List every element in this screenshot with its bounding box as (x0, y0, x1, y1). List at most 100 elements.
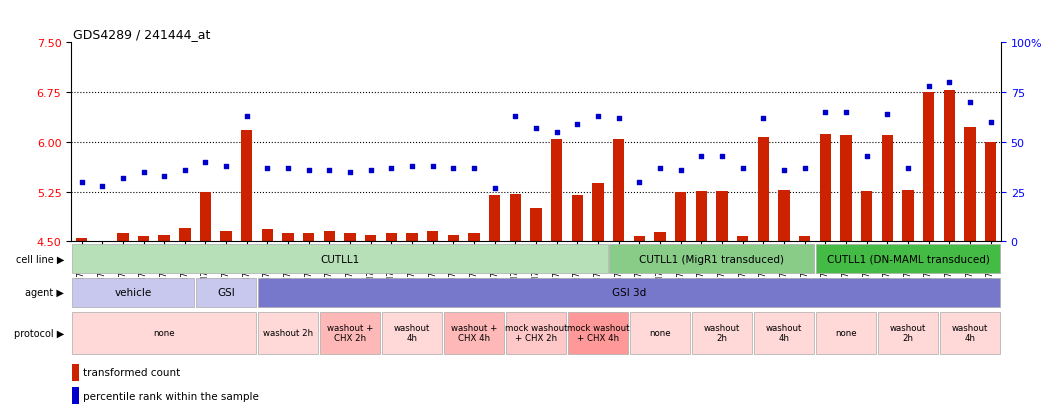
Bar (262, 230, 273, 242)
Text: none: none (836, 329, 856, 337)
Text: mock washout
+ CHX 2h: mock washout + CHX 2h (505, 324, 567, 343)
Bar (382, 312, 442, 354)
Bar (385, 234, 397, 242)
Text: washout
2h: washout 2h (704, 324, 740, 343)
Text: GSI 3d: GSI 3d (611, 287, 646, 297)
Point (424, 163, 441, 170)
Bar (75, 238, 87, 242)
Bar (799, 236, 810, 242)
Point (156, 173, 173, 180)
Point (982, 119, 999, 126)
Bar (448, 235, 459, 242)
Text: washout +
CHX 2h: washout + CHX 2h (327, 324, 374, 343)
Point (941, 80, 958, 86)
Point (383, 165, 400, 171)
Bar (551, 139, 562, 242)
Bar (506, 312, 566, 354)
Text: cell line ▶: cell line ▶ (16, 254, 64, 264)
Point (899, 165, 916, 171)
Point (878, 112, 895, 118)
Bar (841, 136, 851, 242)
Bar (344, 233, 356, 242)
Bar (241, 131, 252, 242)
Bar (675, 193, 687, 242)
Text: vehicle: vehicle (114, 287, 152, 297)
Point (300, 167, 317, 173)
Bar (138, 236, 149, 242)
Bar (96, 241, 108, 242)
Bar (444, 312, 505, 354)
Point (114, 175, 131, 181)
Bar (196, 278, 257, 307)
Point (404, 163, 421, 170)
Bar (179, 228, 191, 242)
Point (73, 179, 90, 185)
Bar (283, 234, 294, 242)
Bar (940, 312, 1000, 354)
Point (714, 153, 731, 160)
Bar (572, 195, 583, 242)
Bar (258, 278, 1000, 307)
Point (817, 109, 833, 116)
Text: CUTLL1 (MigR1 transduced): CUTLL1 (MigR1 transduced) (639, 254, 784, 264)
Text: percentile rank within the sample: percentile rank within the sample (83, 391, 259, 401)
Bar (72, 244, 607, 273)
Bar (221, 232, 231, 242)
Bar (985, 142, 997, 242)
Bar (820, 135, 831, 242)
Bar (468, 234, 480, 242)
Point (961, 100, 978, 106)
Point (445, 165, 462, 171)
Point (466, 165, 483, 171)
Bar (593, 183, 604, 242)
Bar (258, 312, 318, 354)
Bar (882, 136, 893, 242)
Point (528, 125, 544, 132)
Bar (510, 195, 521, 242)
Bar (695, 191, 707, 242)
Point (321, 167, 338, 173)
Text: washout
4h: washout 4h (765, 324, 802, 343)
Point (135, 169, 152, 176)
Bar (716, 191, 728, 242)
Text: GSI: GSI (218, 287, 235, 297)
Point (859, 153, 875, 160)
Bar (778, 190, 789, 242)
Text: GDS4289 / 241444_at: GDS4289 / 241444_at (73, 28, 210, 41)
Point (589, 114, 606, 120)
Text: washout
2h: washout 2h (890, 324, 927, 343)
Bar (304, 234, 314, 242)
Bar (609, 244, 815, 273)
Text: washout
4h: washout 4h (394, 324, 430, 343)
Point (569, 121, 585, 128)
Text: CUTLL1: CUTLL1 (320, 254, 359, 264)
Bar (923, 93, 934, 242)
Bar (692, 312, 752, 354)
Bar (158, 235, 170, 242)
Bar (531, 209, 541, 242)
Point (507, 114, 524, 120)
Bar (72, 387, 80, 404)
Bar (943, 91, 955, 242)
Bar (365, 235, 377, 242)
Text: washout 2h: washout 2h (263, 329, 313, 337)
Text: transformed count: transformed count (83, 368, 180, 377)
Bar (964, 128, 976, 242)
Text: none: none (649, 329, 671, 337)
Bar (816, 244, 1000, 273)
Point (631, 179, 648, 185)
Point (94, 183, 111, 190)
Bar (72, 364, 80, 381)
Bar (816, 312, 876, 354)
Bar (877, 312, 938, 354)
Point (651, 165, 668, 171)
Bar (630, 312, 690, 354)
Bar (117, 234, 129, 242)
Point (197, 159, 214, 166)
Bar (489, 195, 500, 242)
Point (549, 129, 565, 136)
Point (362, 167, 379, 173)
Bar (737, 236, 749, 242)
Text: mock washout
+ CHX 4h: mock washout + CHX 4h (566, 324, 629, 343)
Point (610, 115, 627, 122)
